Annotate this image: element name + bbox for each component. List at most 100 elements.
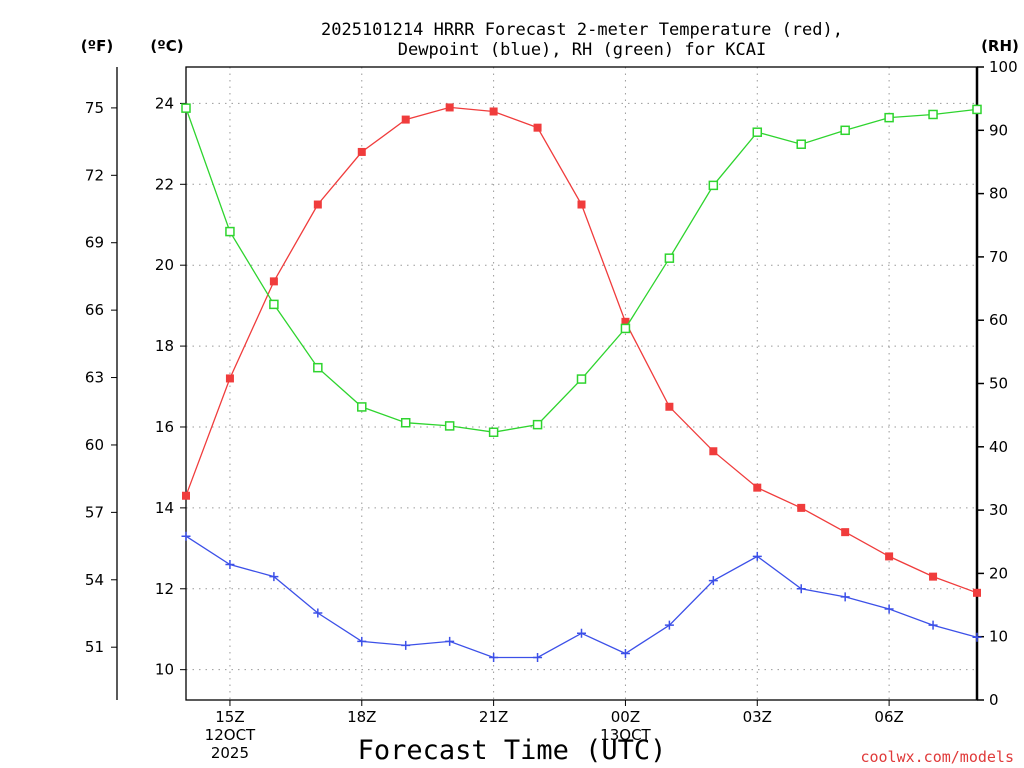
- temperature-point: [753, 483, 762, 492]
- fahrenheit-tick-label: 69: [85, 234, 104, 252]
- temperature-point: [577, 200, 586, 209]
- rh-tick-label: 80: [989, 185, 1008, 203]
- rh-point: [840, 125, 850, 136]
- dewpoint-point: [928, 620, 938, 630]
- x-tick-label: 00Z: [611, 708, 640, 726]
- dewpoint-point: [620, 648, 630, 658]
- rh-tick-label: 50: [989, 375, 1008, 393]
- temperature-point: [533, 123, 542, 132]
- temperature-point: [973, 588, 981, 597]
- rh-point: [444, 421, 455, 431]
- temperature-point: [797, 503, 806, 512]
- temperature-point: [313, 200, 322, 209]
- celsius-tick-label: 16: [155, 418, 174, 436]
- rh-point: [532, 419, 543, 430]
- chart-title-line-1: 2025101214 HRRR Forecast 2-meter Tempera…: [321, 20, 843, 40]
- rh-tick-label: 60: [989, 311, 1008, 329]
- dewpoint-point: [181, 531, 191, 541]
- credit-label: coolwx.com/models: [860, 748, 1014, 766]
- rh-point: [576, 374, 587, 384]
- rh-tick-label: 10: [989, 628, 1008, 646]
- rh-unit-label: (RH): [981, 37, 1019, 55]
- celsius-tick-label: 18: [155, 337, 174, 355]
- temperature-point: [929, 572, 938, 581]
- rh-point: [884, 112, 894, 123]
- x-tick-label: 2025: [211, 744, 249, 762]
- dewpoint-point: [972, 632, 982, 642]
- rh-point: [269, 299, 279, 310]
- rh-point: [400, 417, 411, 428]
- temperature-point: [709, 447, 718, 456]
- temperature-point: [445, 103, 454, 112]
- rh-tick-label: 30: [989, 501, 1008, 519]
- rh-tick-label: 70: [989, 248, 1008, 266]
- rh-point: [928, 109, 938, 120]
- rh-point: [796, 139, 806, 149]
- dewpoint-point: [489, 653, 499, 663]
- fahrenheit-tick-label: 51: [85, 638, 104, 656]
- rh-point: [488, 427, 499, 437]
- celsius-tick-label: 22: [155, 175, 174, 193]
- rh-tick-label: 100: [989, 58, 1018, 76]
- rh-tick-label: 90: [989, 121, 1008, 139]
- dewpoint-line: [185, 535, 978, 659]
- x-tick-label: 18Z: [347, 708, 376, 726]
- temperature-line: [185, 106, 978, 594]
- rh-point: [972, 104, 982, 115]
- chart-title-line-2: Dewpoint (blue), RH (green) for KCAI: [398, 40, 766, 60]
- temperature-point: [489, 107, 498, 116]
- fahrenheit-tick-label: 75: [85, 99, 104, 117]
- x-axis-title: Forecast Time (UTC): [358, 735, 667, 766]
- celsius-tick-label: 24: [155, 94, 174, 112]
- dewpoint-point: [884, 604, 894, 614]
- rh-point: [708, 180, 719, 191]
- dewpoint-point: [708, 576, 718, 586]
- fahrenheit-tick-label: 57: [85, 503, 104, 521]
- rh-point: [225, 226, 235, 237]
- dewpoint-point: [752, 551, 762, 561]
- rh-tick-label: 20: [989, 564, 1008, 582]
- fahrenheit-tick-label: 60: [85, 436, 104, 454]
- gridlines: [186, 67, 977, 700]
- temperature-point: [182, 491, 190, 500]
- dewpoint-point: [225, 560, 235, 570]
- temperature-point: [357, 147, 366, 156]
- temperature-point: [269, 277, 278, 286]
- dewpoint-point: [577, 628, 586, 638]
- dewpoint-point: [357, 636, 367, 646]
- temperature-point: [401, 115, 410, 124]
- fahrenheit-tick-label: 66: [85, 301, 104, 319]
- rh-point: [357, 402, 367, 412]
- x-tick-label: 13OCT: [600, 726, 651, 744]
- x-tick-label: 21Z: [479, 708, 508, 726]
- x-tick-label: 12OCT: [205, 726, 256, 744]
- temperature-point: [225, 374, 234, 383]
- dewpoint-point: [533, 653, 543, 663]
- rh-point: [752, 127, 763, 137]
- celsius-tick-label: 14: [155, 499, 174, 517]
- celsius-tick-label: 12: [155, 580, 174, 598]
- fahrenheit-tick-label: 63: [85, 369, 104, 387]
- temperature-point: [841, 528, 850, 537]
- rh-tick-label: 40: [989, 438, 1008, 456]
- rh-point: [664, 253, 675, 263]
- dewpoint-point: [269, 572, 279, 582]
- temperature-point: [885, 552, 894, 561]
- rh-point: [313, 362, 323, 373]
- dewpoint-point: [401, 640, 411, 650]
- dewpoint-point: [796, 584, 806, 594]
- rh-point: [620, 323, 631, 334]
- x-tick-label: 06Z: [874, 708, 903, 726]
- dewpoint-point: [840, 592, 850, 602]
- rh-tick-label: 0: [989, 691, 999, 709]
- fahrenheit-tick-label: 54: [85, 571, 104, 589]
- dewpoint-point: [664, 620, 674, 630]
- chart-title: 2025101214 HRRR Forecast 2-meter Tempera…: [321, 20, 843, 60]
- temperature-point: [621, 317, 630, 326]
- series-layer: [181, 103, 982, 663]
- celsius-tick-label: 20: [155, 256, 174, 274]
- temperature-point: [665, 402, 674, 411]
- celsius-tick-label: 10: [155, 661, 174, 679]
- x-tick-label: 03Z: [743, 708, 772, 726]
